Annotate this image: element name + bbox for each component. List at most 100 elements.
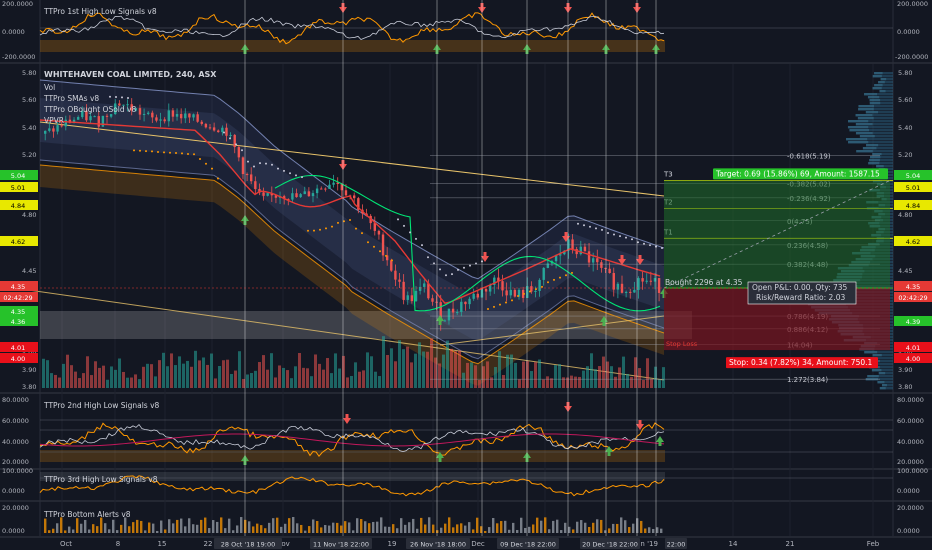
- candle-body: [423, 283, 426, 287]
- candle-body: [439, 302, 442, 322]
- candle-body: [299, 194, 302, 198]
- vpvr-bar: [876, 165, 893, 168]
- vpvr-bar: [856, 150, 893, 153]
- alert-bar: [368, 523, 371, 533]
- candle-body: [653, 278, 657, 282]
- top-oscillator-pane[interactable]: [39, 3, 893, 54]
- alert-bar: [556, 519, 559, 533]
- right-price-tag: [894, 236, 932, 246]
- osc3-upper-band: [40, 472, 665, 481]
- right-tick-bottom-20: 20.0000: [897, 504, 924, 512]
- candle-body: [262, 192, 265, 196]
- candle-body: [385, 255, 389, 261]
- sar-dot: [307, 229, 309, 232]
- volume-bar: [578, 376, 581, 388]
- candle-body: [620, 283, 624, 293]
- candle-body: [315, 188, 319, 194]
- candle-body: [624, 291, 628, 293]
- position-tool[interactable]: Bought 2296 at 4.35 Target: 0.69 (15.86%)…: [40, 168, 893, 369]
- candle-body: [179, 114, 183, 119]
- alert-bar: [644, 528, 647, 533]
- pnl-box: [747, 281, 857, 305]
- volume-bar: [118, 358, 121, 388]
- candle-body: [381, 234, 385, 256]
- candle-body: [114, 103, 117, 115]
- overlay-label-vol: Vol: [44, 83, 55, 92]
- vpvr-bar-up: [880, 78, 887, 81]
- candle-body: [534, 290, 537, 292]
- volume-bar: [374, 371, 377, 388]
- candle-body: [307, 191, 311, 197]
- volume-bar: [590, 353, 593, 388]
- volume-bar: [546, 376, 549, 388]
- alert-bar: [128, 526, 131, 533]
- alert-bar: [100, 517, 103, 533]
- volume-bar: [498, 351, 501, 388]
- sar-dot: [145, 150, 147, 153]
- target-label-box: [713, 168, 888, 180]
- left-axis: 200.0000 0.0000 -200.0000 80.0000 60.000…: [2, 0, 35, 535]
- sar-dot: [361, 232, 363, 235]
- candle-body: [324, 188, 327, 190]
- volume-bar: [470, 362, 473, 388]
- vpvr-bar-up: [879, 387, 886, 390]
- time-badge-text: 28 Oct '18 19:00: [221, 541, 276, 549]
- bottom-alerts-pane[interactable]: [44, 517, 663, 533]
- volume-bar: [398, 340, 401, 388]
- alert-bar: [620, 517, 623, 533]
- left-price-tag: [0, 353, 38, 363]
- buy-signal-arrow: [436, 315, 444, 325]
- volume-bar: [658, 379, 661, 388]
- sar-dot: [379, 250, 381, 253]
- candle-body: [509, 289, 512, 296]
- left-price-tick: 4.80: [22, 211, 36, 219]
- vpvr-bar: [880, 78, 893, 81]
- volume-bar: [538, 359, 541, 388]
- candle-body: [472, 293, 475, 299]
- vpvr-bar: [866, 144, 893, 147]
- vpvr-bar: [867, 375, 893, 378]
- vpvr-bar-up: [849, 129, 870, 132]
- sar-dot: [283, 169, 285, 172]
- sar-dot: [313, 229, 315, 232]
- left-tick-osc3-0: 0.0000: [2, 487, 25, 495]
- alert-bar: [516, 529, 519, 533]
- top-orange-osc: [39, 12, 665, 45]
- sar-dot: [223, 131, 225, 134]
- volume-bars: [42, 336, 665, 388]
- candle-body: [530, 286, 533, 292]
- alert-bar: [80, 523, 83, 533]
- left-tick-osc2-20: 20.0000: [2, 458, 29, 466]
- sar-dot: [169, 151, 171, 154]
- third-oscillator-pane[interactable]: [39, 472, 893, 497]
- alert-bar: [96, 526, 99, 533]
- vpvr-bar: [862, 147, 893, 150]
- candle-body: [142, 113, 146, 115]
- sar-dot: [139, 149, 141, 152]
- volume-bar: [150, 364, 153, 388]
- alert-bar: [652, 528, 655, 533]
- candle-body: [406, 295, 409, 300]
- vpvr-bar: [857, 117, 893, 120]
- volume-bar: [346, 377, 349, 388]
- sar-dot: [541, 285, 543, 288]
- time-axis-tick: Dec: [471, 540, 485, 548]
- alert-bar: [44, 518, 47, 533]
- fib-label: 1.272(3.84): [787, 376, 828, 384]
- alert-bar: [192, 524, 195, 533]
- left-price-tag-text: 5.04: [11, 172, 25, 180]
- vpvr-bar: [872, 87, 893, 90]
- candle-body: [344, 190, 348, 196]
- time-badge-box: [310, 538, 372, 549]
- candle-body: [56, 125, 59, 132]
- volume-bar: [562, 377, 565, 388]
- volume-bar: [402, 349, 405, 388]
- right-price-tag-text: 5.01: [906, 184, 920, 192]
- candle-body: [587, 251, 591, 263]
- time-badge-box: [497, 538, 559, 549]
- volume-bar: [42, 358, 45, 388]
- volume-bar: [434, 357, 437, 388]
- volume-bar: [178, 356, 181, 388]
- volume-bar: [370, 356, 373, 388]
